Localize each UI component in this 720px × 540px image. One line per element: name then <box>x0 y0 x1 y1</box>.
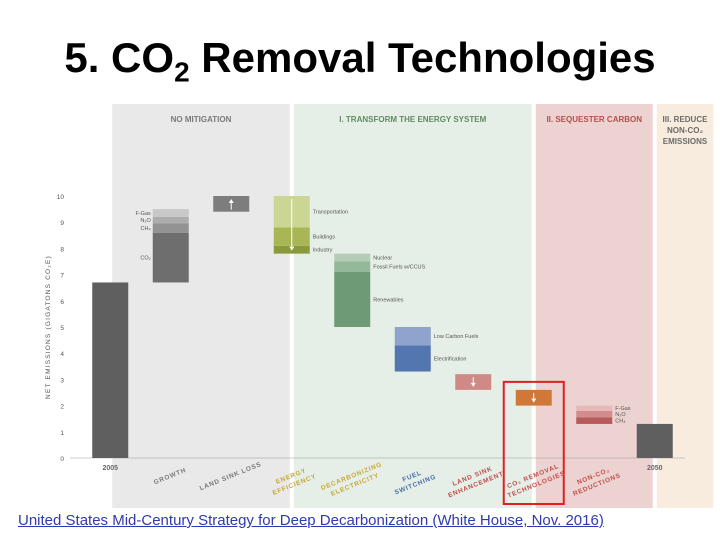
section-panel <box>535 104 653 508</box>
bar-segment <box>394 327 431 346</box>
section-label: NON-CO₂ <box>667 126 703 135</box>
segment-label: CH₄ <box>615 419 626 425</box>
down-arrow-icon <box>289 246 295 251</box>
y-tick-label: 9 <box>60 220 64 227</box>
section-label: EMISSIONS <box>663 137 708 146</box>
bar-segment <box>576 410 613 418</box>
y-axis-label: NET EMISSIONS (GIGATONS CO₂E) <box>45 255 52 399</box>
up-arrow-icon <box>228 199 234 203</box>
segment-label: Buildings <box>313 235 336 241</box>
y-tick-label: 5 <box>60 325 64 332</box>
bar-segment <box>576 417 613 424</box>
segment-label: N₂O <box>615 412 626 418</box>
section-panel <box>293 104 532 508</box>
segment-label: Nuclear <box>373 256 392 262</box>
slide-title: 5. CO2 Removal Technologies <box>64 34 656 88</box>
section-panel <box>112 104 290 508</box>
source-link[interactable]: United States Mid-Century Strategy for D… <box>18 512 604 529</box>
bar-segment <box>334 253 371 262</box>
segment-label: CO₂ <box>140 256 150 262</box>
y-tick-label: 8 <box>60 246 64 253</box>
y-tick-label: 0 <box>60 456 64 463</box>
segment-label: Renewables <box>373 297 404 303</box>
bar-segment <box>636 423 673 458</box>
y-tick-label: 6 <box>60 299 64 306</box>
segment-label: N₂O <box>140 218 151 224</box>
segment-label: Fossil Fuels w/CCUS <box>373 265 425 271</box>
y-tick-label: 4 <box>60 351 64 358</box>
y-tick-label: 7 <box>60 273 64 280</box>
down-arrow-icon <box>531 398 537 403</box>
category-label: 2050 <box>647 465 663 472</box>
y-tick-label: 1 <box>60 430 64 437</box>
bar-segment <box>334 261 371 272</box>
highlight-box <box>502 380 565 506</box>
bar-segment <box>152 209 189 217</box>
bar-segment <box>152 216 189 224</box>
y-tick-label: 10 <box>57 194 65 201</box>
segment-label: F-Gas <box>615 406 631 412</box>
bar-segment <box>334 271 371 327</box>
bar-segment <box>92 282 129 458</box>
segment-label: Industry <box>313 248 333 254</box>
segment-label: Low Carbon Fuels <box>434 334 479 340</box>
section-label: II. SEQUESTER CARBON <box>546 115 642 124</box>
bar-segment <box>152 232 189 283</box>
bar-segment <box>152 223 189 233</box>
section-label: NO MITIGATION <box>171 115 232 124</box>
segment-label: F-Gas <box>135 211 151 217</box>
down-arrow-icon <box>470 382 476 387</box>
section-label: III. REDUCE <box>663 115 709 124</box>
category-label: 2005 <box>102 465 118 472</box>
segment-label: CH₄ <box>141 226 152 232</box>
bar-segment <box>394 345 431 372</box>
segment-label: Transportation <box>313 210 348 216</box>
segment-label: Electrification <box>434 356 467 362</box>
y-tick-label: 3 <box>60 377 64 384</box>
y-tick-label: 2 <box>60 404 64 411</box>
section-label: I. TRANSFORM THE ENERGY SYSTEM <box>339 115 486 124</box>
bar-segment <box>576 405 613 411</box>
